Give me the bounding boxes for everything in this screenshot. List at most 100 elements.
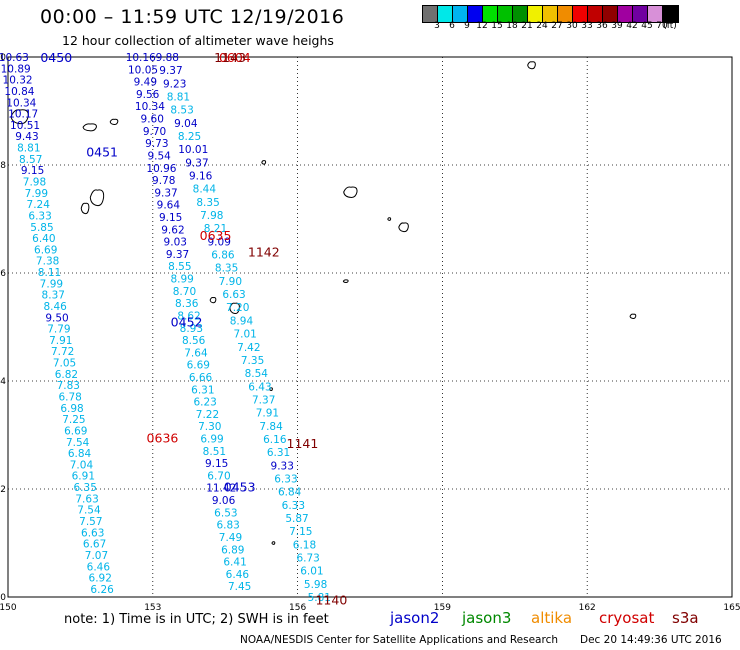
wave-height-value: 9.56 [136, 89, 160, 101]
wave-height-value: 6.35 [74, 482, 97, 494]
wave-height-value: 5.85 [30, 222, 53, 234]
color-swatch [513, 6, 528, 22]
wave-height-value: 9.04 [174, 118, 198, 130]
wave-height-value: 7.49 [219, 532, 242, 544]
wave-height-value: 8.37 [42, 290, 65, 302]
lat-tick-label: 2 [0, 485, 6, 495]
wave-height-value: 6.01 [300, 566, 323, 578]
wave-height-value: 7.42 [237, 342, 260, 354]
island-outline [271, 541, 276, 545]
wave-height-value: 7.20 [226, 302, 249, 314]
wave-height-value: 6.33 [28, 210, 51, 222]
wave-height-value: 9.06 [212, 495, 236, 507]
wave-height-value: 10.51 [10, 120, 40, 132]
wave-height-value: 7.91 [49, 335, 72, 347]
wave-height-value: 6.46 [87, 561, 111, 573]
lat-tick-label: 10 [0, 53, 6, 63]
wave-height-value: 6.63 [222, 289, 245, 301]
wave-height-value: 6.89 [221, 544, 244, 556]
wave-height-value: 7.84 [259, 421, 283, 433]
wave-height-value: 6.16 [263, 434, 287, 446]
wave-height-value: 9.03 [164, 237, 187, 249]
color-swatch [603, 6, 618, 22]
wave-height-value: 8.57 [19, 154, 42, 166]
wave-height-value: 7.99 [25, 188, 48, 200]
color-swatch [483, 6, 498, 22]
color-swatch [633, 6, 648, 22]
wave-height-value: 6.18 [293, 539, 316, 551]
wave-height-value: 9.16 [189, 171, 213, 183]
color-swatch [423, 6, 438, 22]
map-title: 00:00 – 11:59 UTC 12/19/2016 [40, 6, 345, 28]
wave-height-value: 5.98 [304, 579, 327, 591]
wave-height-value: 6.43 [248, 381, 271, 393]
wave-height-value: 7.98 [200, 210, 223, 222]
island-outline [343, 186, 358, 198]
wave-height-value: 7.63 [75, 493, 98, 505]
wave-height-value: 7.99 [40, 278, 63, 290]
lat-tick-label: 0 [0, 593, 6, 603]
map-subtitle: 12 hour collection of altimeter wave hei… [62, 33, 334, 48]
wave-height-value: 6.92 [89, 573, 112, 585]
color-swatch [543, 6, 558, 22]
wave-height-value: 8.53 [170, 105, 193, 117]
pass-time-label: 0453 [224, 479, 256, 494]
pass-time-label: 1141 [287, 436, 319, 451]
wave-height-value: 9.33 [271, 460, 294, 472]
wave-height-value: 6.31 [191, 384, 214, 396]
wave-height-value: 6.86 [211, 250, 235, 262]
wave-height-value: 6.73 [296, 552, 319, 564]
wave-height-value: 7.37 [252, 394, 275, 406]
wave-height-value: 6.31 [267, 447, 290, 459]
wave-height-value: 6.84 [68, 448, 92, 460]
wave-height-value: 9.62 [161, 224, 184, 236]
lon-tick-label: 150 [0, 603, 17, 613]
wave-height-value: 8.11 [38, 267, 61, 279]
color-scale-label: (ft) [663, 21, 677, 31]
pass-time-label: 0604 [219, 50, 251, 65]
island-outline [89, 189, 105, 207]
lon-tick-label: 156 [289, 603, 306, 613]
wave-height-value: 9.23 [163, 78, 186, 90]
wave-height-value: 9.88 [156, 52, 179, 64]
color-scale-label: 30 [566, 21, 578, 31]
wave-height-value: 7.72 [51, 346, 74, 358]
wave-height-value: 7.54 [66, 437, 90, 449]
color-scale-label: 42 [626, 21, 638, 31]
wave-height-value: 9.54 [147, 150, 171, 162]
credit-date: Dec 20 14:49:36 UTC 2016 [580, 634, 722, 646]
pass-time-label: 0451 [86, 145, 118, 160]
wave-height-value: 6.53 [214, 507, 237, 519]
color-scale-label: 24 [536, 21, 548, 31]
wave-height-value: 6.99 [200, 434, 223, 446]
pass-time-label: 1143 [214, 50, 246, 65]
lat-tick-label: 4 [0, 377, 6, 387]
wave-height-value: 6.33 [282, 500, 305, 512]
wave-height-value: 6.66 [189, 372, 213, 384]
color-swatch [573, 6, 588, 22]
lon-tick-label: 153 [144, 603, 161, 613]
island-outline [80, 202, 90, 215]
wave-height-value: 6.69 [64, 425, 87, 437]
wave-height-value: 6.83 [216, 520, 239, 532]
color-scale-label: 15 [491, 21, 503, 31]
wave-height-value: 7.90 [219, 276, 242, 288]
wave-height-value: 8.81 [167, 92, 190, 104]
wave-height-value: 7.30 [198, 421, 221, 433]
color-swatch [438, 6, 453, 22]
color-swatch [558, 6, 573, 22]
wave-height-value: 8.62 [177, 310, 200, 322]
wave-height-value: 5.87 [285, 513, 308, 525]
island-outline [629, 313, 637, 319]
wave-height-value: 7.91 [256, 408, 279, 420]
wave-height-value: 8.21 [204, 223, 227, 235]
island-outline [342, 279, 349, 283]
color-scale-label: 27 [551, 21, 563, 31]
color-swatch [468, 6, 483, 22]
wave-height-value: 10.16 [126, 52, 156, 64]
wave-height-value: 6.69 [34, 244, 57, 256]
wave-height-value: 7.15 [289, 526, 312, 538]
pass-time-label: 1142 [248, 244, 280, 259]
wave-height-value: 10.17 [8, 109, 38, 121]
